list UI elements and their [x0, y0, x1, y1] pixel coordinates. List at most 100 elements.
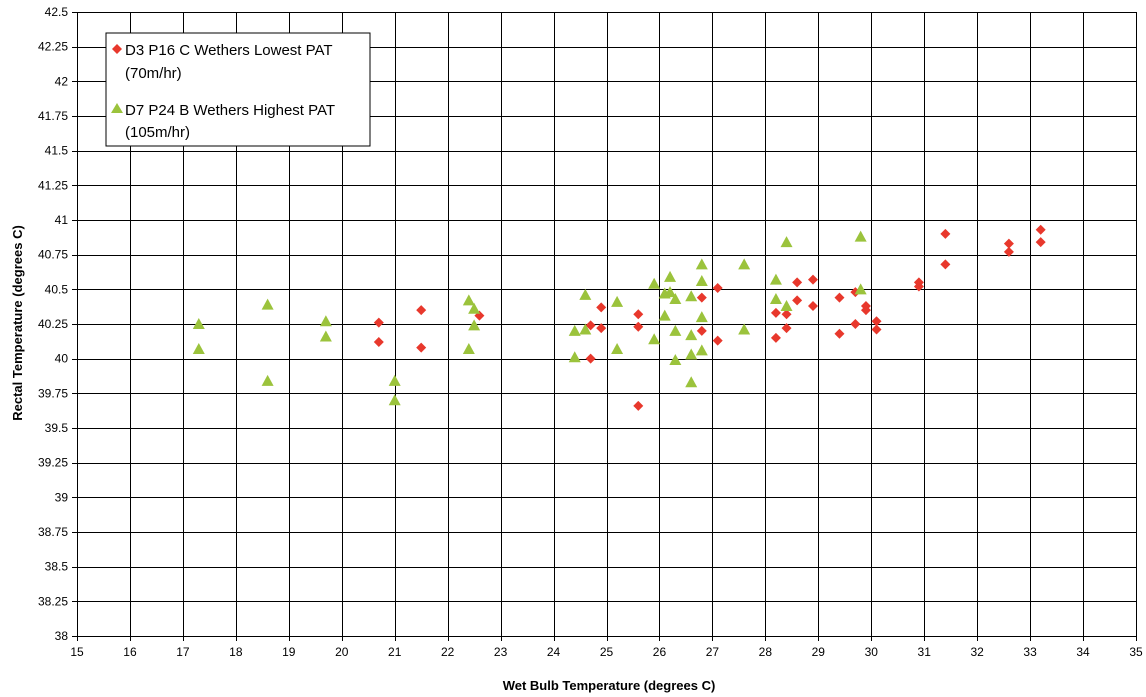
x-tick-label: 27 — [706, 645, 720, 659]
series-2-point — [468, 302, 481, 314]
x-tick-label: 15 — [70, 645, 84, 659]
series-1-point — [696, 292, 707, 303]
series-1-point — [834, 328, 845, 339]
y-tick-label: 38.5 — [45, 560, 69, 574]
y-tick-label: 41 — [55, 213, 69, 227]
series-1-point — [596, 302, 607, 313]
series-2-point — [611, 295, 624, 307]
y-tick-label: 41.75 — [38, 109, 68, 123]
y-tick-label: 42 — [55, 74, 69, 88]
series-2-point — [738, 258, 751, 270]
series-1-point — [633, 400, 644, 411]
series-2-point — [695, 258, 708, 270]
series-1-point — [712, 282, 723, 293]
x-tick-label: 26 — [653, 645, 667, 659]
series-2-point — [780, 299, 793, 311]
legend-series-1-label: D3 P16 C Wethers Lowest PAT — [125, 42, 333, 59]
x-tick-label: 18 — [229, 645, 243, 659]
series-1-point — [712, 335, 723, 346]
x-tick-label: 25 — [600, 645, 614, 659]
y-tick-label: 38.75 — [38, 525, 68, 539]
series-2-point — [769, 293, 782, 305]
series-1-point — [633, 321, 644, 332]
series-1-point — [850, 319, 861, 329]
series-1-point — [585, 320, 596, 331]
x-tick-label: 29 — [812, 645, 826, 659]
series-2-point — [468, 319, 481, 331]
x-tick-label: 34 — [1076, 645, 1090, 659]
series-2-point — [648, 277, 661, 289]
series-1-point — [585, 353, 596, 364]
series-2-point — [695, 275, 708, 287]
series-2-point — [261, 374, 274, 386]
y-tick-label: 40.25 — [38, 317, 68, 331]
x-tick-label: 19 — [282, 645, 296, 659]
series-1-point — [871, 324, 882, 335]
legend-triangle-marker — [111, 103, 123, 113]
y-tick-label: 40.5 — [45, 282, 69, 296]
legend-diamond-marker — [112, 44, 122, 54]
series-2-point — [319, 315, 332, 327]
series-1-point — [781, 309, 792, 320]
series-2-point — [462, 294, 475, 306]
series-2-point — [685, 329, 698, 341]
legend-series-2-label-line2: (105m/hr) — [125, 124, 190, 141]
x-tick-label: 16 — [123, 645, 137, 659]
y-tick-label: 42.5 — [45, 5, 69, 19]
y-axis-title: Rectal Temperature (degrees C) — [10, 225, 25, 421]
series-2-point — [568, 324, 581, 336]
x-tick-label: 28 — [759, 645, 773, 659]
series-1-point — [696, 325, 707, 336]
series-1-point — [770, 332, 781, 343]
series-2-point — [192, 318, 205, 329]
legend-box — [105, 32, 371, 147]
series-2-point — [738, 323, 751, 335]
x-tick-label: 32 — [970, 645, 984, 659]
series-1-point — [596, 323, 607, 334]
series-2-point — [648, 333, 661, 345]
series-1-point — [1035, 224, 1046, 235]
series-2-point — [695, 344, 708, 356]
y-tick-label: 40.75 — [38, 248, 68, 262]
y-tick-label: 39.75 — [38, 386, 68, 400]
series-2-point — [658, 309, 671, 321]
series-2-point — [780, 236, 793, 248]
series-1-point — [792, 295, 803, 306]
legend-series-1-label-line2: (70m/hr) — [125, 65, 182, 82]
series-1-point — [834, 292, 845, 303]
tick-labels: 15 16 17 18 19 20 21 22 23 24 25 26 27 28 29 30 31 32 33 34… — [38, 5, 1143, 659]
series-2-point — [854, 230, 867, 242]
series-1-point — [871, 316, 882, 327]
data-points — [192, 224, 1046, 411]
x-tick-label: 24 — [547, 645, 561, 659]
series-2-point — [664, 286, 677, 298]
series-1-point — [940, 228, 951, 239]
series-2-point — [319, 330, 332, 342]
series-1-point — [860, 305, 871, 316]
x-tick-label: 23 — [494, 645, 508, 659]
series-2-point — [695, 311, 708, 323]
y-tick-label: 39.25 — [38, 456, 68, 470]
series-1-point — [913, 281, 924, 292]
series-1-point — [633, 309, 644, 320]
y-tick-label: 41.5 — [45, 144, 69, 158]
series-2-point — [462, 342, 475, 354]
series-1-point — [770, 307, 781, 318]
series-1-point — [1003, 246, 1014, 257]
y-tick-label: 41.25 — [38, 178, 68, 192]
series-2-point — [669, 354, 682, 366]
y-tick-label: 38.25 — [38, 594, 68, 608]
series-2-point — [854, 283, 867, 295]
series-2-point — [685, 348, 698, 360]
y-tick-label: 42.25 — [38, 40, 68, 54]
series-2-point — [192, 342, 205, 354]
series-1-point — [416, 342, 427, 353]
series-2-point — [611, 342, 624, 354]
x-tick-label: 31 — [918, 645, 932, 659]
y-tick-label: 39 — [55, 490, 69, 504]
series-1-point — [808, 300, 819, 311]
series-2-point — [568, 351, 581, 363]
x-tick-label: 22 — [441, 645, 455, 659]
series-2-point — [664, 270, 677, 282]
x-tick-label: 35 — [1129, 645, 1143, 659]
